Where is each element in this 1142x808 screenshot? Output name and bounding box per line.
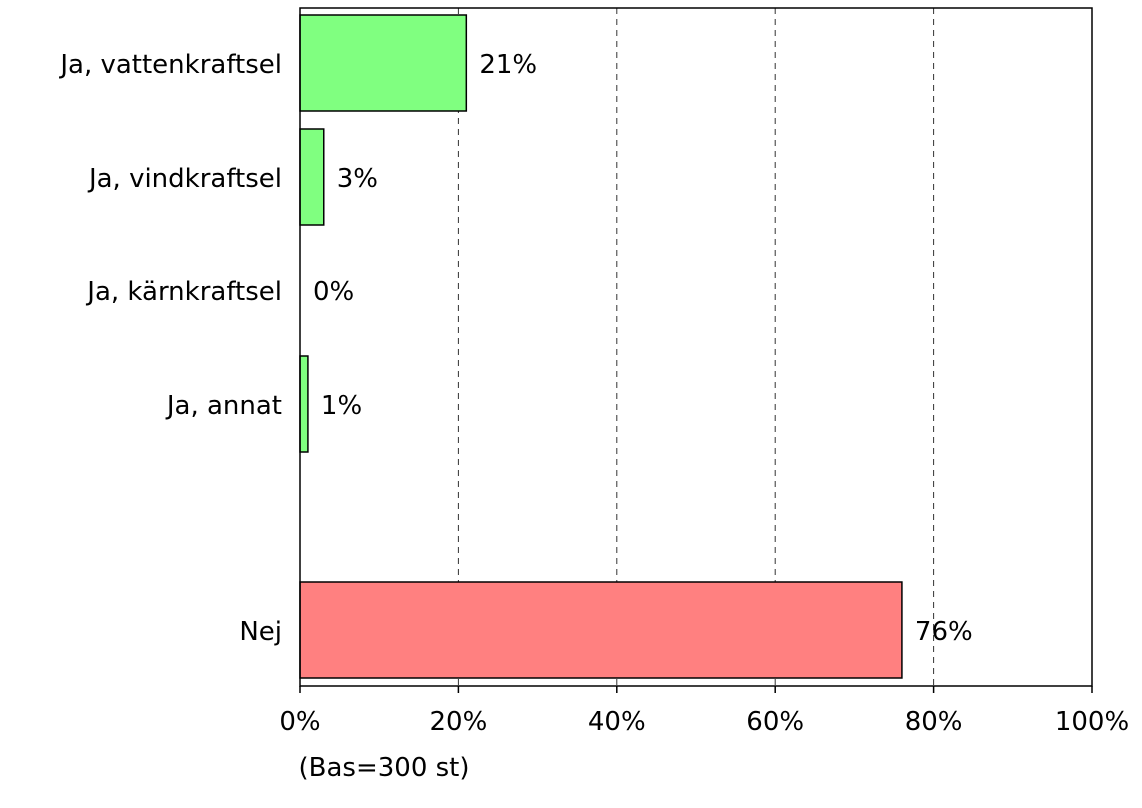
data-label: 0% xyxy=(313,277,354,307)
plot-frame xyxy=(299,7,1093,687)
bars xyxy=(299,14,903,679)
category-label: Ja, vindkraftsel xyxy=(87,164,282,194)
data-label: 21% xyxy=(479,50,537,80)
gridlines xyxy=(457,8,935,686)
x-axis: 0% 20% 40% 60% 80% 100% xyxy=(279,686,1129,737)
data-label: 3% xyxy=(337,164,378,194)
bar xyxy=(299,14,468,112)
x-tick-label: 100% xyxy=(1055,707,1129,737)
category-label: Nej xyxy=(239,617,282,647)
plot-background xyxy=(300,8,1092,686)
category-label: Ja, kärnkraftsel xyxy=(85,277,282,307)
x-axis-label: (Bas=300 st) xyxy=(298,753,469,783)
bar xyxy=(299,128,325,226)
bar xyxy=(299,355,309,453)
x-tick-label: 60% xyxy=(746,707,804,737)
data-label: 1% xyxy=(321,391,362,421)
x-tick-label: 0% xyxy=(279,707,320,737)
category-label: Ja, annat xyxy=(165,391,282,421)
category-label: Ja, vattenkraftsel xyxy=(58,50,282,80)
x-tick-label: 80% xyxy=(905,707,963,737)
labels: Ja, vattenkraftsel 21% Ja, vindkraftsel 3% J… xyxy=(58,50,972,647)
x-tick-label: 40% xyxy=(588,707,646,737)
data-label: 76% xyxy=(915,617,973,647)
x-tick-label: 20% xyxy=(430,707,488,737)
bar xyxy=(299,581,903,679)
